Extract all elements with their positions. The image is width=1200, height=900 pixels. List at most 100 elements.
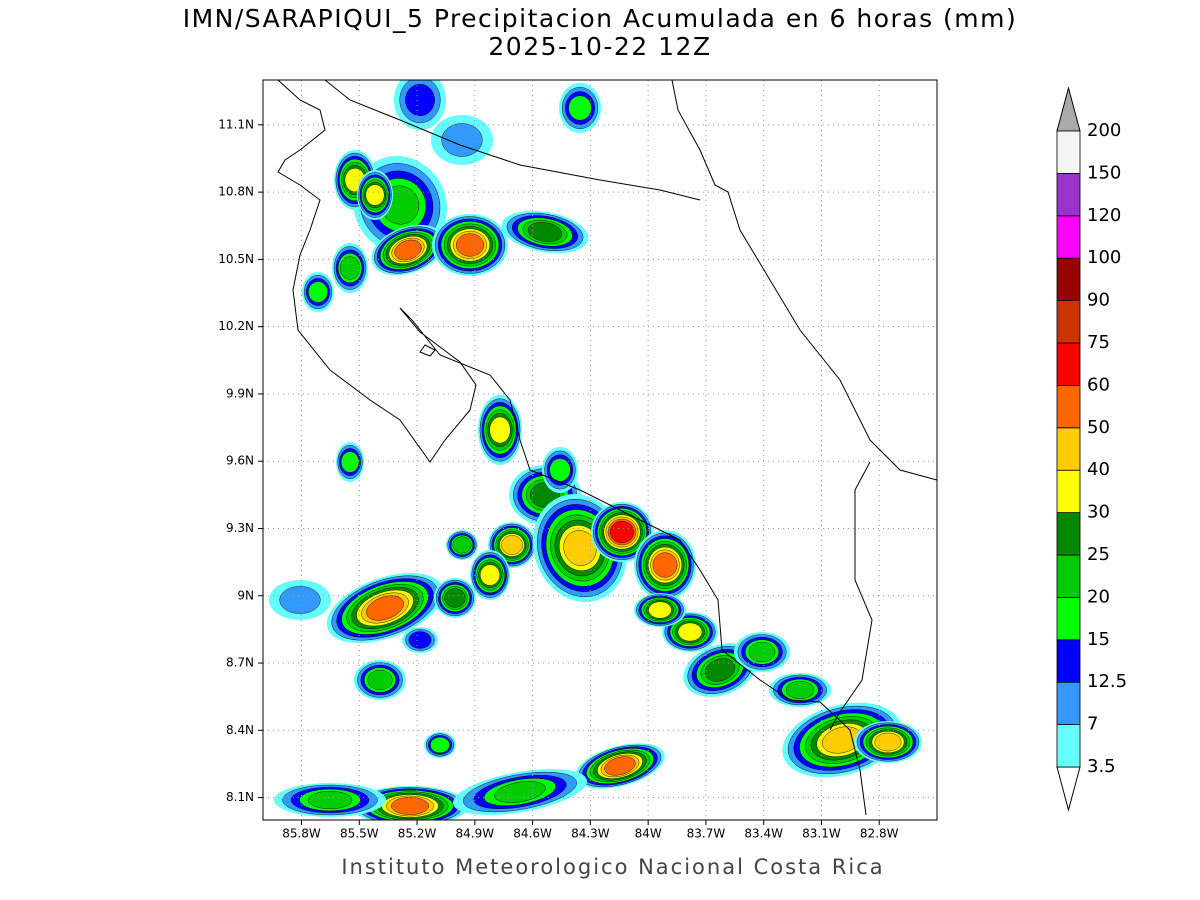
colorbar-box — [1056, 215, 1081, 259]
precip-contour — [677, 622, 703, 642]
colorbar-box — [1056, 724, 1081, 768]
precip-contour — [748, 642, 776, 663]
precip-contour — [874, 732, 902, 752]
lat-tick-label: 10.2N — [218, 319, 254, 333]
subtitle: 2025-10-22 12Z — [488, 32, 711, 61]
colorbar-box — [1056, 384, 1081, 429]
colorbar-box — [1056, 554, 1081, 598]
colorbar-label: 60 — [1087, 374, 1110, 395]
colorbar-label: 40 — [1087, 459, 1110, 480]
colorbar-label: 7 — [1087, 714, 1098, 735]
precip-contour — [568, 95, 592, 121]
precip-contour — [366, 595, 404, 621]
precip-contour — [480, 564, 501, 586]
precip-contour — [339, 256, 361, 280]
precip-contour — [494, 781, 546, 803]
colorbar-box — [1056, 257, 1081, 302]
lon-tick-label: 82.8W — [860, 827, 899, 841]
colorbar-box — [1056, 681, 1081, 726]
precip-contour — [609, 520, 635, 544]
panama-border — [829, 461, 873, 731]
precip-contour — [452, 536, 472, 554]
colorbar-box — [1056, 512, 1081, 556]
precip-contour — [391, 797, 429, 815]
lon-tick-label: 83.7W — [687, 827, 726, 841]
colorbar-label: 100 — [1087, 247, 1121, 268]
lon-tick-label: 84.6W — [513, 827, 552, 841]
precip-contour — [340, 451, 360, 473]
colorbar-low-arrow — [1056, 766, 1081, 812]
lon-tick-label: 85.8W — [282, 827, 321, 841]
lon-tick-label: 83.1W — [802, 827, 841, 841]
precip-contour — [604, 756, 636, 776]
precip-contour — [501, 535, 523, 555]
nicoya-gulf — [419, 344, 436, 357]
precip-contour — [441, 123, 483, 157]
colorbar-label: 30 — [1087, 502, 1110, 523]
precip-field — [269, 80, 922, 820]
lon-tick-label: 84.9W — [456, 827, 495, 841]
colorbar-box — [1056, 427, 1081, 471]
colorbar-box — [1056, 469, 1081, 514]
precip-contour — [367, 670, 393, 691]
precip-contour — [652, 552, 678, 578]
lon-tick-label: 84.3W — [571, 827, 610, 841]
precip-contour — [785, 680, 815, 700]
precip-contour — [408, 631, 432, 649]
precip-contour — [279, 586, 321, 614]
plot-frame — [262, 79, 938, 821]
precip-contour — [549, 458, 571, 482]
lon-tick-label: 83.4W — [744, 827, 783, 841]
lat-tick-label: 8.7N — [226, 656, 254, 670]
colorbar-box — [1056, 597, 1081, 641]
title: IMN/SARAPIQUI_5 Precipitacion Acumulada … — [183, 4, 1018, 33]
precip-contour — [444, 588, 466, 608]
colorbar-label: 150 — [1087, 162, 1121, 183]
lat-tick-label: 9N — [237, 588, 254, 602]
colorbar-label: 20 — [1087, 586, 1110, 607]
colorbar-label: 12.5 — [1087, 671, 1127, 692]
colorbar-label: 3.5 — [1087, 756, 1116, 777]
footer: Instituto Meteorologico Nacional Costa R… — [341, 855, 884, 879]
pacific-coast — [277, 80, 867, 816]
colorbar-label: 75 — [1087, 332, 1110, 353]
precip-contour — [308, 281, 328, 303]
colorbar-box — [1056, 342, 1081, 386]
precip-contour — [307, 790, 353, 810]
lat-tick-label: 11.1N — [218, 117, 254, 131]
caribbean-coast — [671, 80, 937, 481]
colorbar-label: 120 — [1087, 205, 1121, 226]
lat-tick-label: 10.8N — [218, 185, 254, 199]
lon-tick-label: 85.2W — [398, 827, 437, 841]
lon-tick-label: 85.5W — [340, 827, 379, 841]
precip-contour — [430, 736, 450, 754]
colorbar-label: 25 — [1087, 544, 1110, 565]
lat-tick-label: 9.3N — [226, 521, 254, 535]
colorbar-label: 15 — [1087, 629, 1110, 650]
colorbar-label: 90 — [1087, 290, 1110, 311]
precip-contour — [405, 83, 435, 117]
precip-contour — [394, 239, 422, 261]
lat-tick-label: 10.5N — [218, 252, 254, 266]
nicaragua-coast — [324, 80, 701, 201]
precip-contour — [648, 601, 672, 619]
colorbar-box — [1056, 300, 1081, 344]
colorbar: 3.5 7 12.5 15 20 25 30 40 50 60 75 90 100 120 150 200 — [1056, 86, 1127, 812]
lat-tick-label: 8.1N — [226, 790, 254, 804]
colorbar-box — [1056, 639, 1081, 683]
precip-contour — [365, 184, 385, 206]
grid — [258, 80, 937, 825]
colorbar-box — [1056, 130, 1081, 174]
precip-contour — [455, 233, 485, 257]
coastlines — [277, 80, 937, 816]
lon-tick-label: 84W — [635, 827, 662, 841]
lat-tick-label: 9.9N — [226, 386, 254, 400]
colorbar-label: 200 — [1087, 120, 1121, 141]
lat-tick-label: 9.6N — [226, 454, 254, 468]
colorbar-box — [1056, 172, 1081, 217]
colorbar-high-arrow — [1056, 86, 1081, 132]
lat-tick-label: 8.4N — [226, 723, 254, 737]
precip-contour — [527, 222, 563, 242]
